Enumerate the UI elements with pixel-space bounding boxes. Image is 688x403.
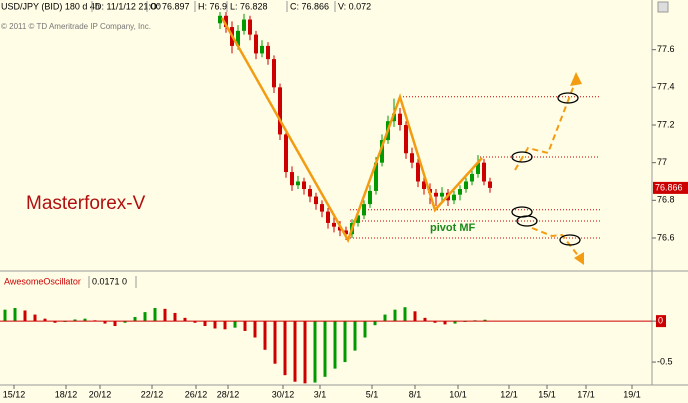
header-field: L: 76.828 — [230, 1, 268, 11]
candle-body — [338, 226, 342, 231]
zigzag — [220, 17, 483, 243]
last-price: 76.866 — [655, 182, 683, 192]
candle-body — [458, 189, 462, 195]
candle-body — [236, 30, 240, 46]
annotation: pivot MF — [430, 222, 475, 234]
forecast-arrow — [531, 227, 581, 259]
ellipse — [511, 151, 533, 163]
x-tick-label: 17/1 — [577, 389, 595, 399]
candle-body — [218, 15, 222, 24]
y-tick-label: 76.6 — [657, 232, 675, 242]
x-tick-label: 5/1 — [366, 389, 379, 399]
x-tick-label: 8/1 — [409, 389, 422, 399]
header-field: D: 11/1/12 21:00 — [95, 1, 161, 11]
header-field: H: 76.9 — [198, 1, 227, 11]
x-tick-label: 12/1 — [500, 389, 518, 399]
x-tick-label: 26/12 — [185, 389, 208, 399]
ellipse — [516, 215, 538, 227]
x-tick-label: 18/12 — [55, 389, 78, 399]
zero-box — [656, 315, 666, 328]
x-tick-label: 3/1 — [314, 389, 327, 399]
candle-body — [404, 124, 408, 154]
header-field: C: 76.866 — [290, 1, 329, 11]
panel-field: 0.0171 — [92, 276, 120, 286]
candle-body — [272, 59, 276, 88]
x-tick-label: 28/12 — [217, 389, 240, 399]
candle-body — [488, 181, 492, 188]
ellipse — [559, 234, 581, 246]
candle-body — [254, 34, 258, 54]
candle-body — [326, 211, 330, 223]
candle-body — [284, 134, 288, 173]
panel-field: 0 — [122, 276, 127, 286]
x-tick-label: 19/1 — [623, 389, 641, 399]
header-field: O: 76.897 — [150, 1, 190, 11]
x-tick-label: 15/1 — [538, 389, 556, 399]
candle-body — [368, 190, 372, 205]
x-tick-label: 22/12 — [141, 389, 164, 399]
y-tick-label: 76.8 — [657, 195, 675, 205]
candle-body — [320, 204, 324, 212]
candle-body — [314, 196, 318, 205]
candle-body — [362, 204, 366, 216]
ellipse — [557, 92, 579, 104]
candle-body — [260, 45, 264, 54]
candle-body — [266, 45, 270, 60]
panel-title: AwesomeOscillator — [4, 276, 81, 286]
y-tick-label: 77.6 — [657, 44, 675, 54]
x-tick-label: 15/12 — [3, 389, 26, 399]
candle-body — [482, 162, 486, 182]
arrow-head — [574, 252, 584, 265]
candle-body — [296, 181, 300, 186]
candle-body — [242, 19, 246, 31]
candle-body — [440, 192, 444, 197]
candle-body — [398, 113, 402, 125]
candle-body — [452, 194, 456, 201]
candle-body — [476, 162, 480, 174]
candle-body — [224, 15, 228, 28]
x-tick-label: 10/1 — [449, 389, 467, 399]
candle-body — [410, 153, 414, 163]
copyright: © 2011 © TD Ameritrade IP Company, Inc. — [1, 22, 151, 31]
candle-body — [308, 189, 312, 197]
candle-body — [380, 140, 384, 163]
candle-body — [332, 222, 336, 227]
candle-body — [416, 162, 420, 182]
markers — [511, 92, 581, 246]
candle-body — [464, 181, 468, 190]
arrow-head — [570, 72, 582, 86]
candle-body — [374, 162, 378, 191]
y-tick-label: 77 — [657, 157, 667, 167]
candle-body — [290, 172, 294, 186]
y-tick-label: -0.5 — [657, 356, 673, 366]
candle-body — [356, 215, 360, 223]
candle-body — [422, 181, 426, 190]
y-tick-label: 77.2 — [657, 119, 675, 129]
x-tick-label: 20/12 — [89, 389, 112, 399]
candle-body — [248, 19, 252, 35]
y-tick-label: 0 — [658, 315, 663, 325]
header-field: V: 0.072 — [338, 1, 371, 11]
candle-body — [392, 113, 396, 122]
header-field: USD/JPY (BID) 180 d 4h — [1, 1, 100, 11]
x-tick-label: 30/12 — [272, 389, 295, 399]
candle-body — [278, 87, 282, 135]
forecast-arrow — [514, 79, 577, 171]
price-box — [653, 181, 688, 194]
candle-body — [344, 230, 348, 235]
icon[interactable] — [657, 1, 669, 13]
candle-body — [470, 173, 474, 182]
y-tick-label: 77.4 — [657, 82, 675, 92]
candle-body — [302, 181, 306, 190]
candle-body — [434, 192, 438, 197]
annotation: Masterforex-V — [26, 193, 146, 214]
